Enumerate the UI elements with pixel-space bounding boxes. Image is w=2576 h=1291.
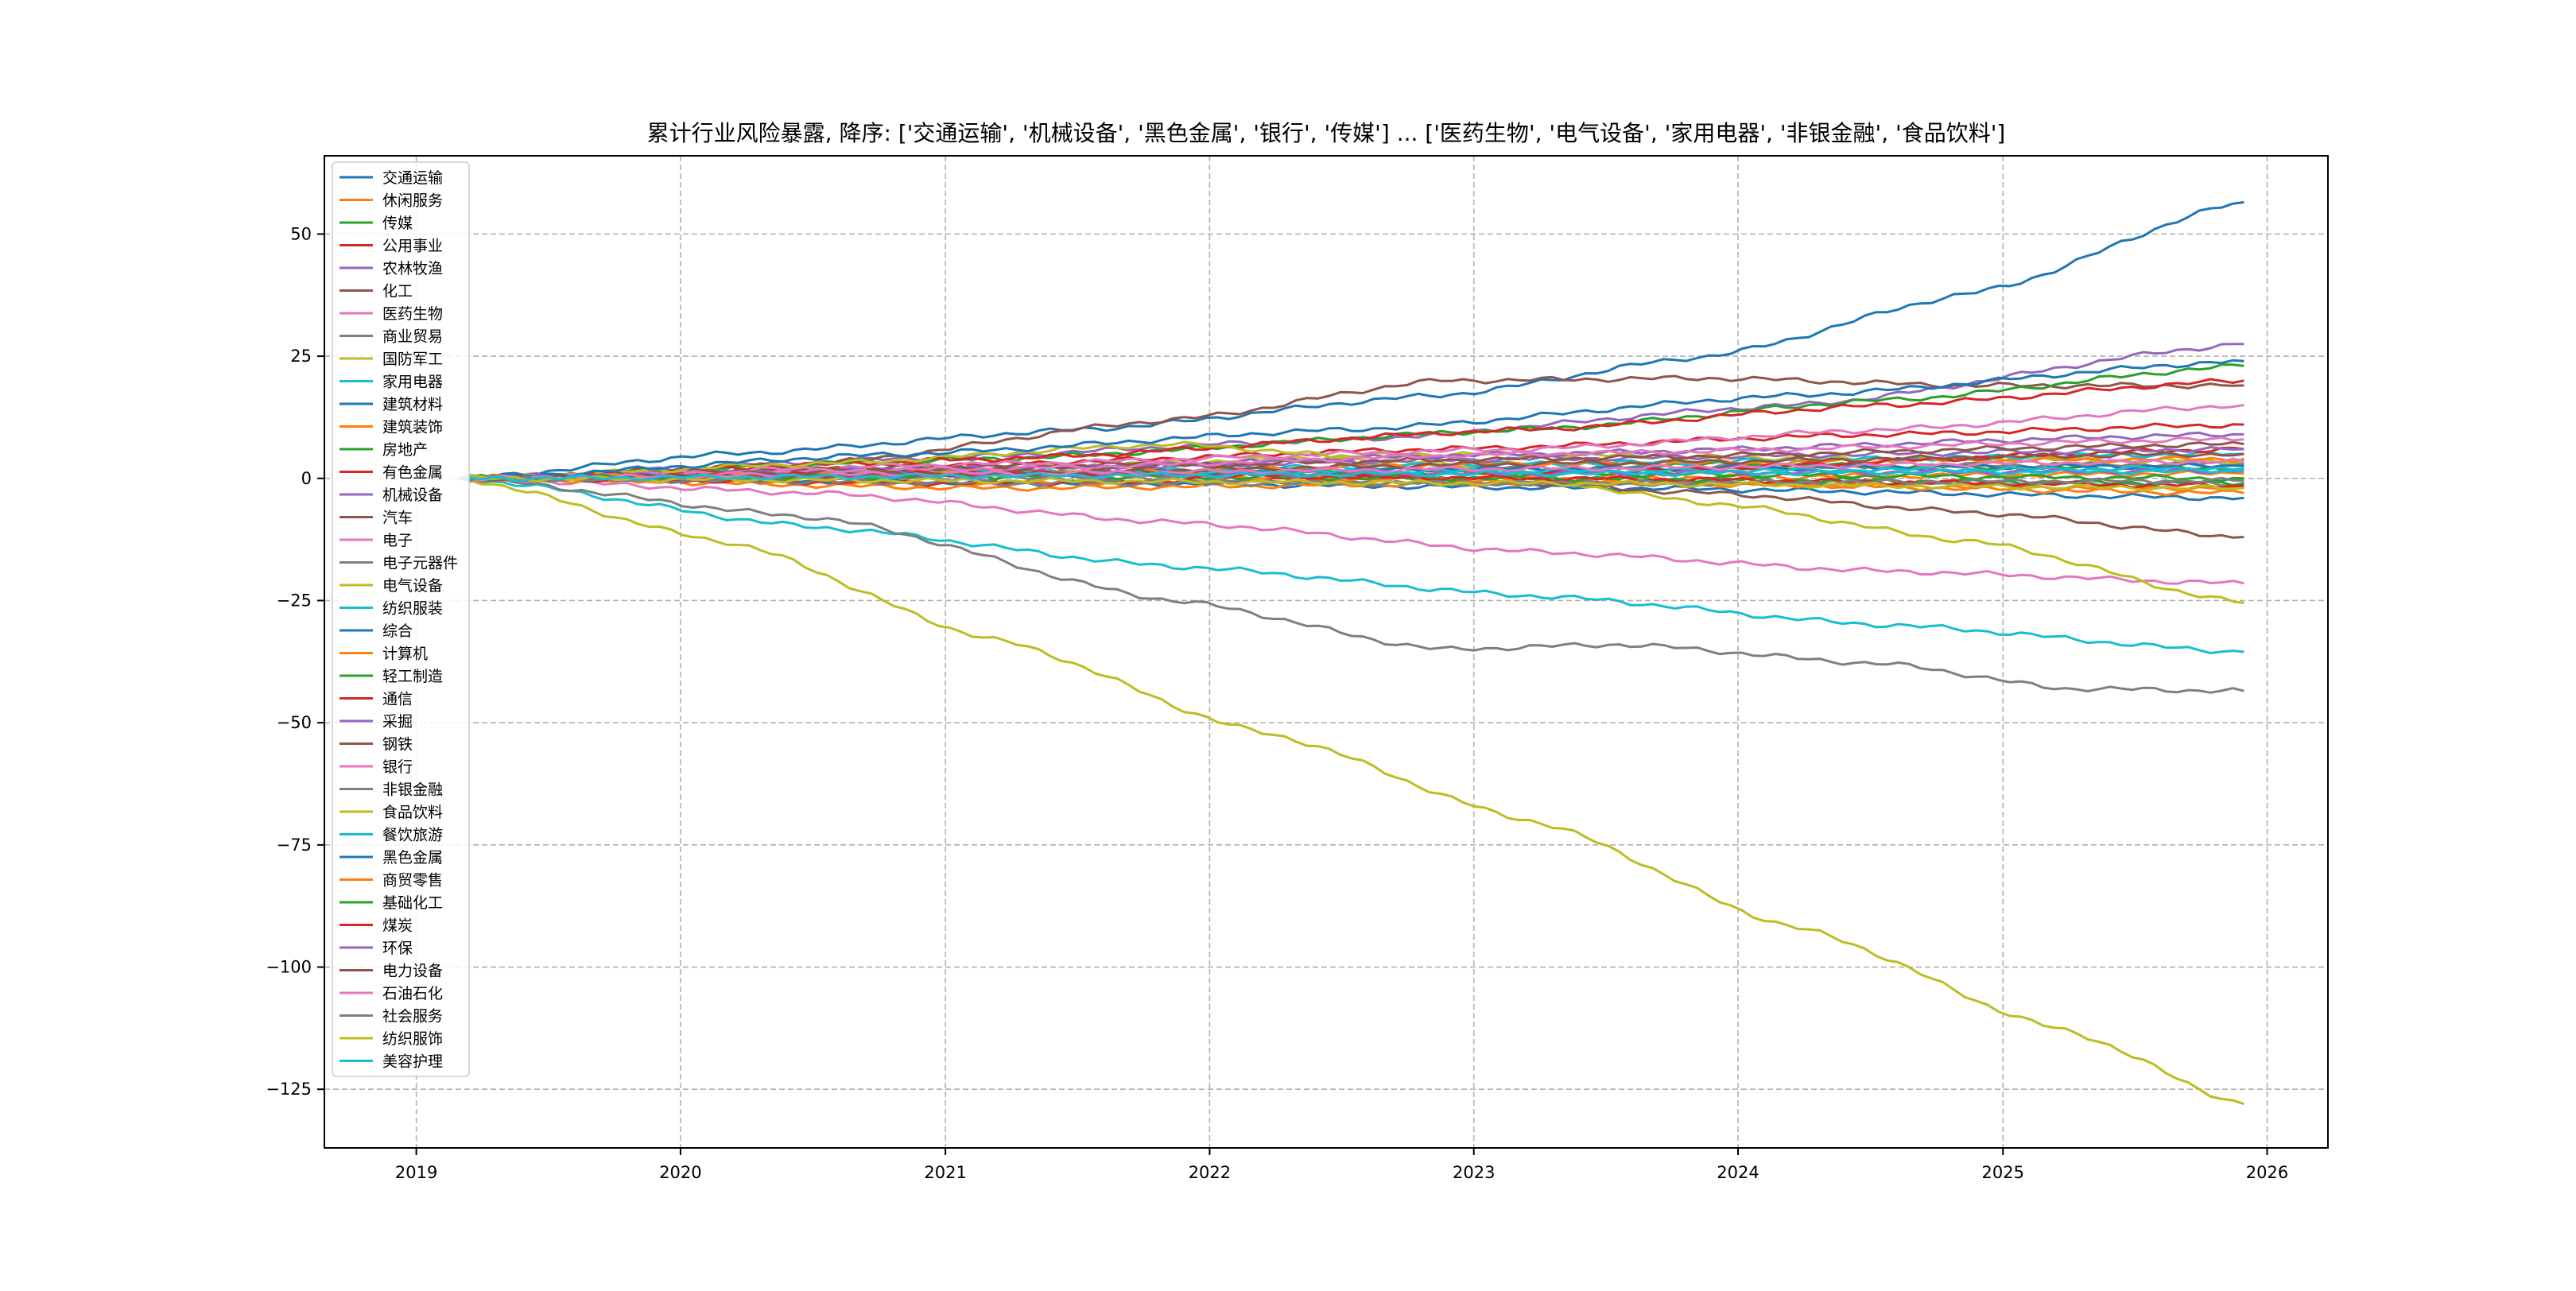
legend-label: 银行 xyxy=(382,758,413,776)
legend-label: 非银金融 xyxy=(382,781,443,799)
y-tick-label: −25 xyxy=(277,591,312,610)
series-line xyxy=(459,477,2244,694)
legend-label: 公用事业 xyxy=(382,238,443,255)
legend-label: 交通运输 xyxy=(382,169,443,187)
legend-label: 传媒 xyxy=(382,215,413,232)
legend-label: 建筑材料 xyxy=(382,396,443,413)
legend-label: 电气设备 xyxy=(382,577,443,595)
grid xyxy=(324,156,2328,1148)
legend-box xyxy=(332,161,470,1077)
x-tick-label: 2026 xyxy=(2246,1163,2288,1182)
legend-label: 建筑装饰 xyxy=(382,419,443,436)
legend-label: 电子 xyxy=(382,532,413,549)
legend-label: 休闲服务 xyxy=(382,192,443,210)
y-tick-label: 0 xyxy=(301,469,312,488)
y-tick-label: −125 xyxy=(266,1080,312,1099)
legend-label: 国防军工 xyxy=(382,351,443,368)
y-tick-label: 50 xyxy=(290,224,312,243)
series-line xyxy=(458,200,2244,480)
y-tick-label: −100 xyxy=(266,958,312,977)
legend-label: 基础化工 xyxy=(382,894,443,912)
x-tick-label: 2024 xyxy=(1717,1163,1759,1182)
x-tick-label: 2021 xyxy=(924,1163,966,1182)
legend-label: 商业贸易 xyxy=(382,328,443,346)
legend-label: 环保 xyxy=(382,940,413,957)
series-lines xyxy=(458,200,2244,1106)
legend-label: 纺织服饰 xyxy=(382,1030,443,1048)
x-tick-label: 2022 xyxy=(1189,1163,1231,1182)
legend-label: 商贸零售 xyxy=(382,872,443,890)
series-line xyxy=(459,477,2244,654)
legend-label: 采掘 xyxy=(382,713,413,731)
legend-label: 煤炭 xyxy=(382,917,413,935)
x-tick-label: 2019 xyxy=(395,1163,437,1182)
legend-label: 美容护理 xyxy=(382,1053,443,1071)
legend-label: 通信 xyxy=(382,691,413,708)
series-line xyxy=(459,467,2244,482)
legend-label: 电子元器件 xyxy=(382,555,458,572)
legend-label: 综合 xyxy=(382,622,413,640)
series-line xyxy=(459,477,2244,1106)
legend-label: 纺织服装 xyxy=(382,600,443,618)
legend-label: 农林牧渔 xyxy=(382,260,443,277)
legend-label: 有色金属 xyxy=(382,464,443,482)
chart-title: 累计行业风险暴露, 降序: ['交通运输', '机械设备', '黑色金属', '… xyxy=(646,120,2006,146)
x-tick-label: 2025 xyxy=(1982,1163,2024,1182)
legend-label: 计算机 xyxy=(382,646,428,663)
legend-label: 社会服务 xyxy=(382,1008,443,1025)
ticks: 2019 2020 2021 2022 2023 2024 2025 2026 50 25 0 −25… xyxy=(266,224,2288,1182)
legend-label: 餐饮旅游 xyxy=(382,827,443,844)
legend-label: 家用电器 xyxy=(382,374,443,391)
legend-label: 食品饮料 xyxy=(382,804,443,821)
legend-label: 石油石化 xyxy=(382,985,443,1002)
series-line xyxy=(459,359,2244,480)
y-tick-label: −50 xyxy=(277,713,312,732)
legend-label: 黑色金属 xyxy=(382,849,443,866)
series-line xyxy=(458,475,2244,492)
series-line xyxy=(459,475,2244,585)
legend-label: 化工 xyxy=(382,283,413,300)
x-tick-label: 2023 xyxy=(1453,1163,1495,1182)
y-tick-label: 25 xyxy=(290,347,312,366)
legend-label: 医药生物 xyxy=(382,305,443,323)
series-line xyxy=(459,457,2244,482)
legend-label: 轻工制造 xyxy=(382,668,443,685)
series-line xyxy=(459,475,2244,488)
legend-label: 电力设备 xyxy=(382,963,443,980)
x-tick-label: 2020 xyxy=(659,1163,701,1182)
plot-frame xyxy=(324,155,2329,1149)
legend-label: 钢铁 xyxy=(382,736,413,754)
legend-label: 汽车 xyxy=(382,510,413,527)
legend-label: 机械设备 xyxy=(382,487,443,504)
y-tick-label: −75 xyxy=(277,835,312,855)
legend-label: 房地产 xyxy=(382,441,428,459)
series-line xyxy=(459,404,2244,482)
legend: 交通运输休闲服务传媒公用事业农林牧渔化工医药生物商业贸易国防军工家用电器建筑材料… xyxy=(332,161,470,1077)
